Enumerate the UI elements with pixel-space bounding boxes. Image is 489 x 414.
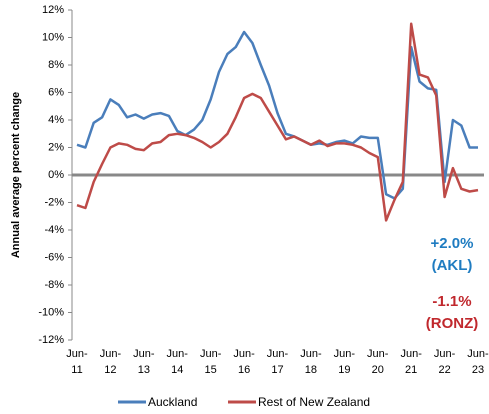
y-tick-label: 10%	[42, 31, 64, 43]
annotation: +2.0%	[431, 235, 474, 252]
y-tick-label: 8%	[48, 59, 64, 71]
x-tick-label: Jun-22	[433, 348, 456, 376]
annotation: (RONZ)	[426, 315, 479, 332]
legend-label: Rest of New Zealand	[258, 395, 370, 409]
legend-label: Auckland	[148, 395, 197, 409]
x-tick-label: Jun-15	[199, 348, 222, 376]
y-tick-label: -10%	[38, 306, 64, 318]
x-tick-label: Jun-18	[300, 348, 322, 376]
y-tick-label: 4%	[48, 114, 64, 126]
y-tick-label: -8%	[44, 279, 64, 291]
x-tick-label: Jun-12	[99, 348, 122, 376]
y-tick-label: -4%	[44, 224, 64, 236]
x-tick-label: Jun-14	[166, 348, 188, 376]
x-tick-label: Jun-17	[266, 348, 289, 376]
x-tick-label: Jun-20	[367, 348, 389, 376]
y-tick-label: -12%	[38, 334, 64, 346]
annotation: -1.1%	[432, 293, 471, 310]
x-tick-label: Jun-11	[66, 348, 88, 376]
annotation: (AKL)	[432, 257, 473, 274]
x-tick-label: Jun-19	[333, 348, 356, 376]
series-line	[76, 22, 479, 222]
y-tick-label: -2%	[44, 196, 64, 208]
y-tick-label: -6%	[44, 251, 64, 263]
y-tick-label: 12%	[42, 4, 64, 16]
x-tick-label: Jun-21	[400, 348, 422, 376]
x-tick-label: Jun-16	[233, 348, 255, 376]
y-tick-label: 6%	[48, 86, 64, 98]
y-tick-label: 0%	[48, 169, 64, 181]
x-tick-label: Jun-13	[133, 348, 155, 376]
x-tick-label: Jun-23	[467, 348, 489, 376]
y-tick-label: 2%	[48, 141, 64, 153]
y-axis-label: Annual average percent change	[10, 92, 22, 258]
